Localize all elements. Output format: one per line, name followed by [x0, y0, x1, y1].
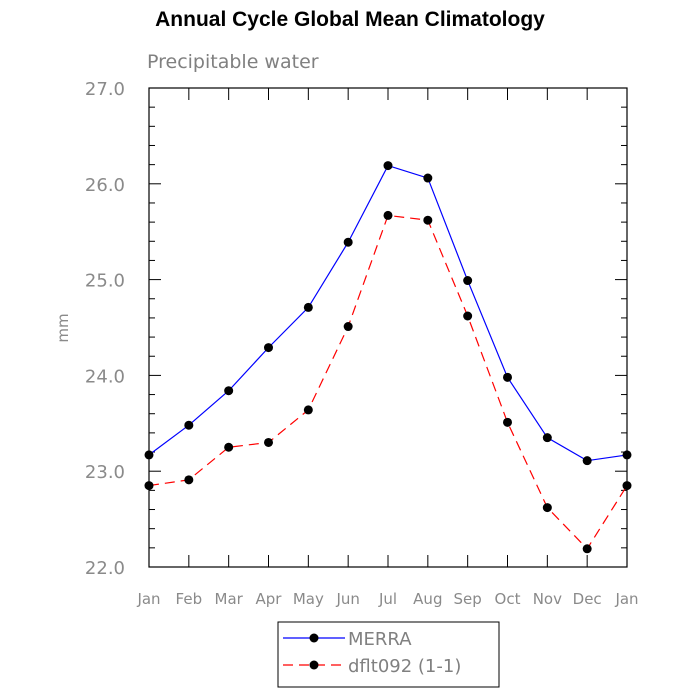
data-series — [144, 161, 632, 554]
series-1-point — [144, 450, 154, 460]
y-tick-label: 27.0 — [85, 79, 125, 100]
y-tick-labels: 22.0 23.0 24.0 25.0 26.0 27.0 — [85, 79, 125, 579]
series-1-point — [503, 372, 512, 382]
series-1-point — [343, 237, 353, 247]
x-tick-label: Sep — [454, 590, 482, 608]
x-tick-label: Nov — [533, 590, 562, 608]
x-tick-label: Apr — [256, 590, 283, 608]
x-tick-labels: Jan Feb Mar Apr May Jun Jul Aug Sep Oct Nov Dec Jan — [136, 590, 638, 608]
y-tick-label: 23.0 — [85, 462, 125, 483]
legend-box — [277, 621, 500, 688]
series-line-1 — [148, 164, 628, 462]
series-1-point — [463, 276, 473, 286]
x-tick-label: Jul — [378, 590, 397, 608]
x-tick-label: Dec — [573, 590, 602, 608]
series-2-point — [224, 442, 234, 452]
series-1-point — [542, 433, 552, 443]
series-2-point — [463, 311, 473, 321]
chart-title: Annual Cycle Global Mean Climatology — [155, 8, 545, 31]
series-1-point — [303, 302, 313, 312]
x-tick-label: Oct — [495, 590, 521, 608]
x-tick-label: Aug — [413, 590, 442, 608]
series-2-point — [423, 215, 433, 225]
legend-marker-2 — [309, 660, 319, 670]
y-axis-label: mm — [54, 313, 72, 342]
x-tick-label: May — [293, 590, 324, 608]
chart-subtitle: Precipitable water — [147, 51, 319, 73]
series-2-point — [264, 437, 273, 447]
legend-marker-1 — [309, 633, 319, 643]
series-2-point — [622, 481, 632, 491]
series-2-point — [383, 210, 393, 220]
series-line-2 — [148, 214, 628, 550]
y-tick-label: 26.0 — [85, 175, 125, 196]
series-2-point — [343, 322, 353, 332]
series-1-point — [184, 420, 194, 430]
x-tick-label: Jun — [335, 590, 359, 608]
legend: MERRA dflt092 (1-1) — [277, 621, 500, 688]
axis-ticks — [148, 87, 628, 568]
series-1-point — [383, 161, 393, 171]
series-2-point — [184, 475, 194, 485]
series-2-point — [542, 503, 552, 513]
y-tick-label: 24.0 — [85, 366, 125, 387]
y-tick-label: 22.0 — [85, 558, 125, 579]
series-1-point — [423, 173, 433, 183]
x-tick-label: Mar — [215, 590, 244, 608]
plot-frame — [148, 87, 628, 568]
legend-label-2: dflt092 (1-1) — [348, 656, 461, 677]
series-1-point — [224, 386, 234, 396]
x-tick-label: Jan — [614, 590, 638, 608]
series-1-point — [622, 450, 632, 460]
series-1-point — [582, 456, 592, 466]
series-2-point — [303, 405, 313, 415]
y-tick-label: 25.0 — [85, 271, 125, 292]
series-2-point — [144, 481, 154, 491]
series-1-point — [264, 343, 273, 353]
series-2-point — [582, 544, 592, 554]
legend-label-1: MERRA — [348, 629, 412, 650]
x-tick-label: Feb — [176, 590, 203, 608]
series-2-point — [503, 417, 512, 427]
x-tick-label: Jan — [136, 590, 160, 608]
